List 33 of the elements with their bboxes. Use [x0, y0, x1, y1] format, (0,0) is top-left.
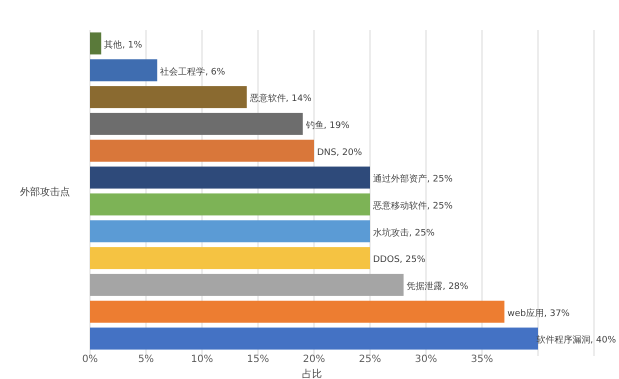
bar — [90, 32, 102, 54]
data-label: web应用, 37% — [507, 308, 570, 319]
bar — [90, 166, 370, 189]
x-axis-title: 占比 — [302, 368, 322, 379]
bar — [90, 247, 370, 270]
data-label: DNS, 20% — [317, 148, 363, 158]
y-axis-title: 外部攻击点 — [20, 186, 70, 198]
x-tick-label: 20% — [302, 354, 326, 365]
x-tick-label: 15% — [246, 354, 270, 365]
bar — [90, 193, 370, 216]
bar — [90, 274, 404, 296]
x-tick-label: 5% — [138, 354, 154, 365]
data-label: 恶意软件, 14% — [248, 93, 312, 104]
x-tick-label: 10% — [190, 354, 214, 365]
data-label: DDOS, 25% — [373, 255, 426, 266]
bar — [90, 112, 303, 135]
bar — [90, 86, 247, 108]
data-label: 钓鱼, 19% — [304, 120, 350, 131]
x-tick-label: 25% — [358, 354, 382, 365]
data-label: 社会工程学, 6% — [160, 66, 226, 78]
data-label: 水坑攻击, 25% — [373, 227, 436, 238]
data-label: 恶意移动软件, 25% — [372, 200, 454, 212]
data-label: 通过外部资产, 25% — [373, 174, 454, 185]
bar — [90, 59, 158, 82]
bar — [90, 300, 504, 323]
bar — [90, 140, 314, 162]
bar — [90, 220, 370, 242]
x-tick-label: 35% — [470, 354, 494, 365]
data-label: 其他, 1% — [104, 39, 143, 50]
bar — [90, 328, 538, 350]
x-tick-label: 30% — [414, 354, 438, 365]
data-label: 凭据泄露, 28% — [406, 280, 469, 292]
x-tick-label: 0% — [82, 354, 98, 365]
